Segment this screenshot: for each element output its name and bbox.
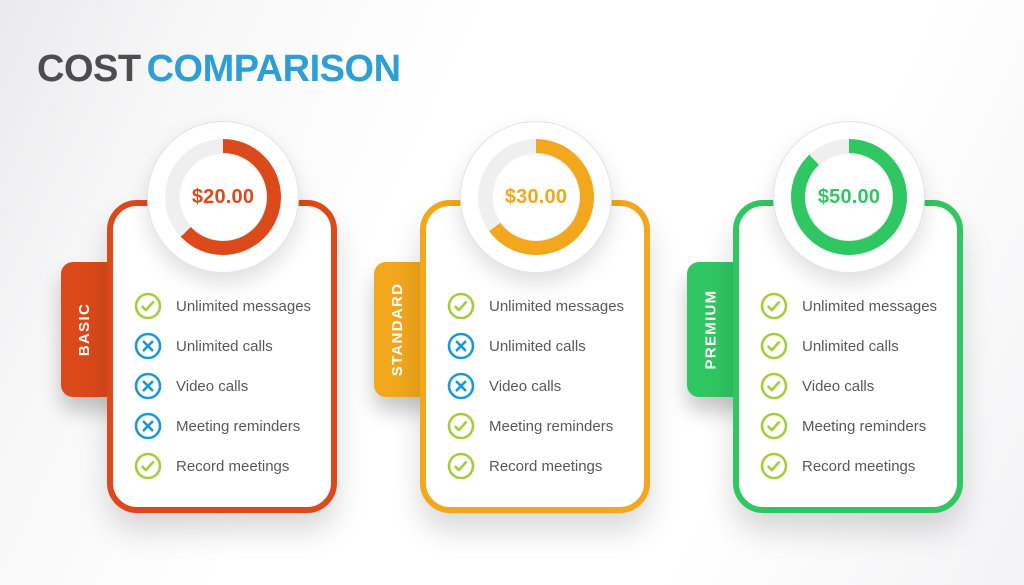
check-icon (447, 452, 475, 480)
plan-name: PREMIUM (702, 289, 720, 370)
price-ring: $20.00 (165, 139, 281, 255)
feature-label: Unlimited messages (489, 297, 625, 315)
feature-row: Video calls (447, 372, 624, 400)
price-donut: $20.00 (147, 121, 299, 273)
feature-row: Meeting reminders (447, 412, 624, 440)
feature-label: Meeting reminders (802, 417, 927, 435)
plan-price: $50.00 (817, 185, 881, 208)
title-accent-bar (39, 38, 133, 46)
feature-label: Meeting reminders (176, 417, 301, 435)
cross-icon (134, 372, 162, 400)
feature-row: Unlimited calls (760, 332, 937, 360)
feature-list: Unlimited messages Unlimited calls Video c… (760, 292, 937, 492)
feature-label: Meeting reminders (489, 417, 614, 435)
title-word-cost: COST (37, 48, 141, 90)
cross-icon (134, 332, 162, 360)
feature-list: Unlimited messages Unlimited calls Video c… (447, 292, 624, 492)
feature-label: Unlimited calls (802, 337, 899, 355)
plan-tab-label-wrap: STANDARD (374, 262, 422, 397)
title-word-comparison: COMPARISON (146, 48, 401, 90)
plan-price: $20.00 (191, 185, 255, 208)
feature-row: Record meetings (134, 452, 311, 480)
feature-row: Unlimited messages (134, 292, 311, 320)
price-donut: $50.00 (773, 121, 925, 273)
page-title: COST COMPARISON (37, 48, 401, 91)
feature-row: Record meetings (760, 452, 937, 480)
feature-label: Unlimited calls (489, 337, 586, 355)
check-icon (760, 412, 788, 440)
check-icon (447, 292, 475, 320)
feature-label: Record meetings (802, 457, 916, 475)
feature-label: Record meetings (176, 457, 290, 475)
price-ring: $50.00 (791, 139, 907, 255)
check-icon (760, 452, 788, 480)
feature-row: Meeting reminders (134, 412, 311, 440)
plan-name: BASIC (76, 302, 94, 357)
plan-body: Unlimited messages Unlimited calls Video c… (733, 200, 963, 513)
check-icon (760, 292, 788, 320)
feature-row: Meeting reminders (760, 412, 937, 440)
plan-price: $30.00 (504, 185, 568, 208)
feature-row: Unlimited messages (760, 292, 937, 320)
feature-row: Video calls (134, 372, 311, 400)
feature-row: Unlimited calls (134, 332, 311, 360)
feature-label: Record meetings (489, 457, 603, 475)
feature-label: Unlimited messages (176, 297, 312, 315)
feature-list: Unlimited messages Unlimited calls Video c… (134, 292, 311, 492)
price-ring-hole: $50.00 (805, 153, 893, 241)
feature-label: Video calls (489, 377, 562, 395)
feature-label: Video calls (176, 377, 249, 395)
plan-tab-label-wrap: PREMIUM (687, 262, 735, 397)
feature-row: Unlimited messages (447, 292, 624, 320)
check-icon (134, 292, 162, 320)
feature-label: Video calls (802, 377, 875, 395)
cross-icon (134, 412, 162, 440)
plan-card-premium: PREMIUM Unlimited messages Unlimited call… (687, 121, 963, 513)
feature-row: Video calls (760, 372, 937, 400)
feature-row: Unlimited calls (447, 332, 624, 360)
feature-row: Record meetings (447, 452, 624, 480)
price-ring-hole: $30.00 (492, 153, 580, 241)
plan-name: STANDARD (389, 282, 407, 377)
price-ring-hole: $20.00 (179, 153, 267, 241)
check-icon (134, 452, 162, 480)
plan-card-basic: BASIC Unlimited messages Unlimited calls V… (61, 121, 337, 513)
check-icon (760, 332, 788, 360)
price-donut: $30.00 (460, 121, 612, 273)
cross-icon (447, 372, 475, 400)
price-ring: $30.00 (478, 139, 594, 255)
check-icon (760, 372, 788, 400)
feature-label: Unlimited messages (802, 297, 938, 315)
feature-label: Unlimited calls (176, 337, 273, 355)
cross-icon (447, 332, 475, 360)
plan-card-standard: STANDARD Unlimited messages Unlimited cal… (374, 121, 650, 513)
check-icon (447, 412, 475, 440)
plan-tab-label-wrap: BASIC (61, 262, 109, 397)
